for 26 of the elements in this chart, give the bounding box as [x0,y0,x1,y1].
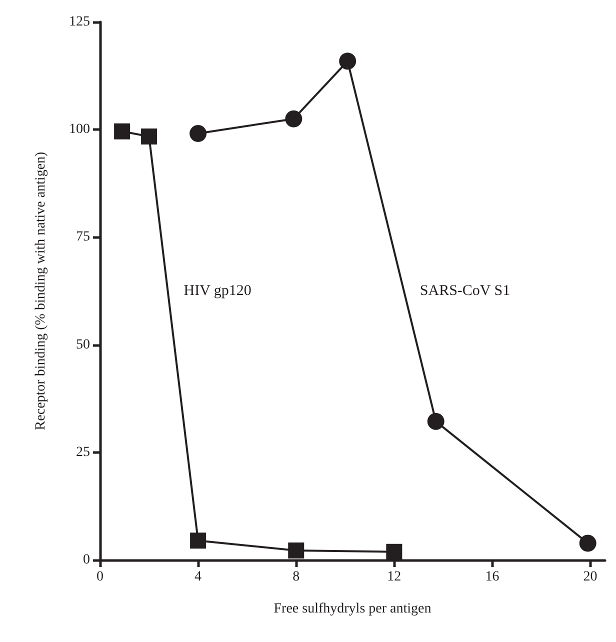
point [141,128,158,144]
point [579,534,596,552]
y-tick-label: 0 [83,552,90,568]
y-axis-title: Receptor binding (% binding with native antigen) [34,151,48,430]
y-tick-label: 25 [76,444,90,460]
x-tick-label: 4 [194,570,202,584]
series-label: HIV gp120 [184,283,252,299]
point [285,110,302,128]
point [114,123,130,140]
point [288,542,304,559]
x-tick-label: 8 [292,570,300,584]
y-tick-label: 100 [69,122,90,138]
y-tick-label: 125 [69,14,90,30]
point [339,52,356,70]
x-tick-label: 12 [387,570,402,584]
x-axis-title: Free sulfhydryls per antigen [274,602,432,616]
point [190,124,207,142]
point [190,532,206,549]
y-tick-label: 50 [76,337,90,352]
point [386,544,402,560]
x-tick-label: 20 [583,570,598,584]
x-tick-label: 16 [485,570,500,584]
y-tick-label: 75 [76,230,90,245]
series-label: SARS-CoV S1 [420,283,510,299]
point [427,412,444,430]
x-tick-label: 0 [96,570,104,584]
